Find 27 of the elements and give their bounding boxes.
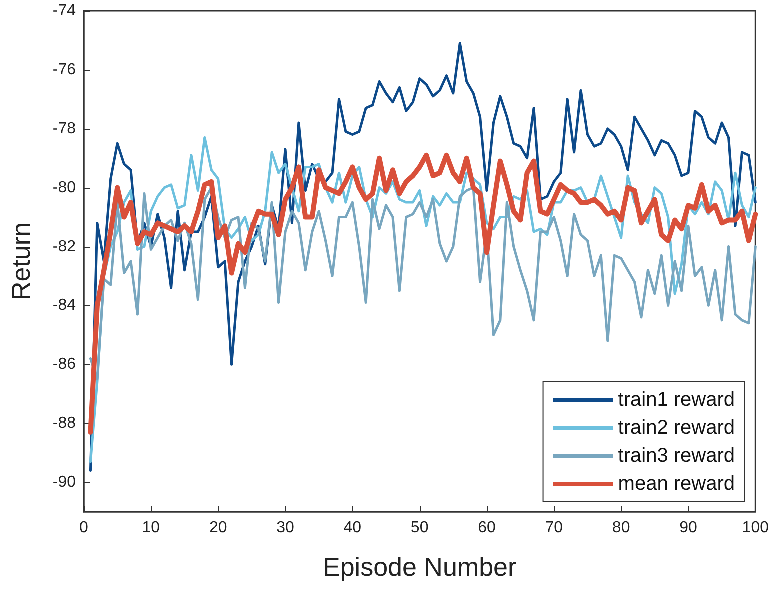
x-tick-label: 100 [742, 520, 770, 536]
x-tick-label: 90 [680, 520, 698, 536]
x-tick-label: 0 [80, 520, 89, 536]
y-tick-label: -84 [52, 297, 76, 314]
legend-label: train1 reward [618, 389, 735, 411]
x-tick-label: 50 [410, 520, 429, 536]
x-tick-label: 70 [545, 520, 564, 536]
legend-label: train2 reward [618, 417, 735, 439]
y-tick-label: -82 [52, 238, 76, 256]
x-tick-label: 60 [478, 520, 496, 536]
y-tick-label: -90 [52, 474, 76, 492]
y-axis-title: Return [6, 222, 36, 301]
y-tick-label: -76 [52, 61, 76, 78]
legend-label: train3 reward [618, 445, 735, 467]
line-series [89, 186, 757, 381]
x-axis-title: Episode Number [323, 552, 517, 582]
y-tick-label: -88 [52, 415, 76, 432]
x-tick-label: 40 [344, 520, 362, 536]
y-tick-label: -86 [52, 356, 76, 374]
x-tick-label: 30 [276, 520, 294, 536]
x-tick-label: 20 [209, 520, 228, 536]
y-tick-label: -80 [52, 179, 76, 196]
y-tick-label: -74 [52, 2, 76, 20]
x-tick-label: 10 [142, 520, 160, 536]
y-tick-label: -78 [52, 120, 76, 138]
legend-label: mean reward [618, 473, 735, 495]
x-tick-label: 80 [612, 520, 630, 536]
